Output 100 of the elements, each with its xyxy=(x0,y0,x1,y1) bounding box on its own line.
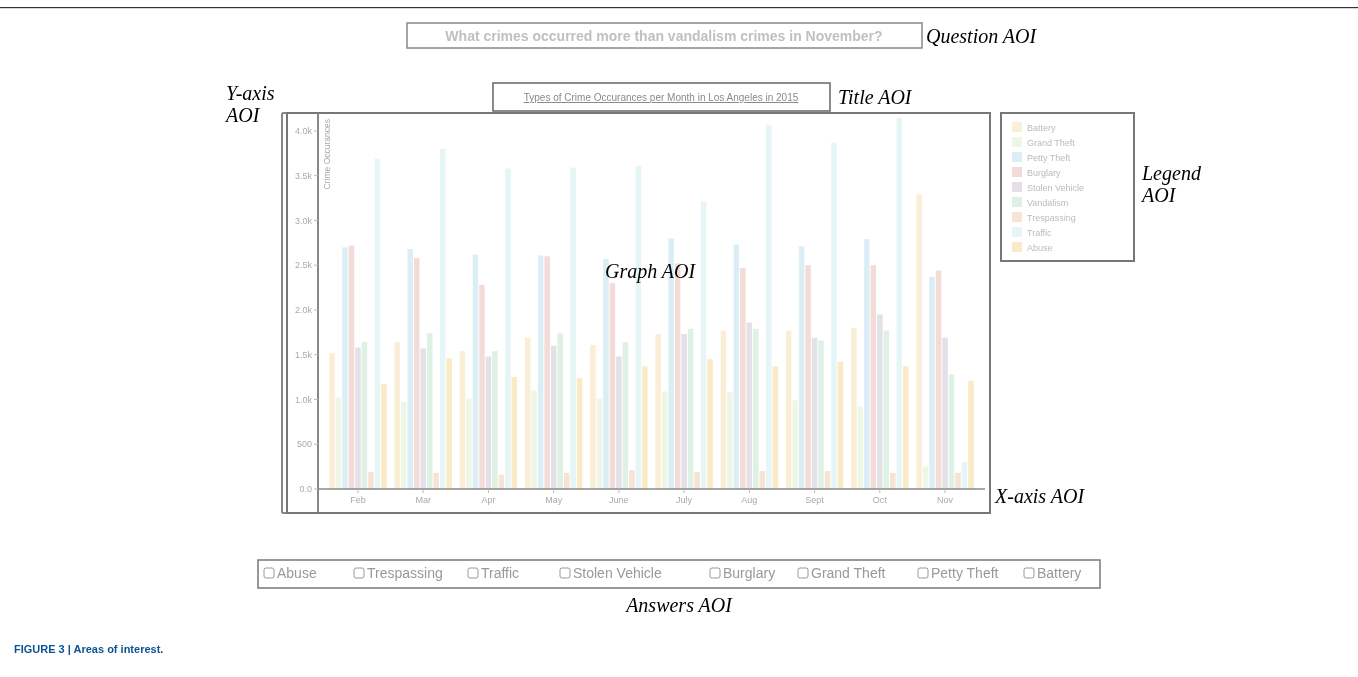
bar xyxy=(877,314,883,489)
bar xyxy=(472,254,479,489)
text: Y-axis AOI xyxy=(224,82,275,126)
bar xyxy=(342,247,348,489)
text: Abuse xyxy=(277,565,317,581)
bar xyxy=(746,322,753,489)
bar xyxy=(459,351,466,489)
x-tick-label: Feb xyxy=(350,495,366,505)
bar xyxy=(557,333,563,489)
bar xyxy=(329,352,335,489)
bar xyxy=(511,377,518,489)
y-tick-label: 500 xyxy=(296,439,312,450)
legend-label: Stolen Vehicle xyxy=(1027,183,1085,193)
text: Legend AOI xyxy=(1140,162,1202,206)
x-tick-label: Oct xyxy=(872,495,888,505)
bar xyxy=(466,398,472,489)
bar xyxy=(590,344,596,489)
text: Grand Theft xyxy=(811,565,886,581)
bar xyxy=(394,342,401,489)
bar xyxy=(851,327,857,489)
text: Title AOI xyxy=(838,86,913,108)
x-tick-label: Aug xyxy=(741,495,758,505)
bar xyxy=(400,402,407,489)
bar xyxy=(727,392,733,489)
bar xyxy=(798,246,805,489)
chart-title: Types of Crime Occurances per Month in Los Angeles in 2015 xyxy=(523,92,799,103)
bar xyxy=(700,201,707,489)
bar xyxy=(368,471,374,489)
bar xyxy=(896,117,903,489)
bar xyxy=(544,256,550,489)
x-tick-label: July xyxy=(676,495,693,505)
x-tick-label: May xyxy=(545,495,563,505)
x-tick-label: June xyxy=(609,495,629,505)
bar xyxy=(407,249,413,489)
bar xyxy=(616,356,622,489)
bar xyxy=(420,348,426,489)
bar xyxy=(485,356,492,489)
bar xyxy=(720,330,727,489)
bar xyxy=(818,340,824,489)
bar xyxy=(537,255,544,489)
bar xyxy=(805,265,811,489)
y-tick-label: 3.0k xyxy=(294,215,313,226)
bar xyxy=(661,391,668,489)
bar xyxy=(681,334,687,489)
x-tick-label: Apr xyxy=(481,495,496,505)
bar xyxy=(864,239,870,489)
y-tick-label: 2.5k xyxy=(294,260,313,271)
bar xyxy=(439,148,446,489)
bar xyxy=(968,380,974,489)
x-tick-label: Mar xyxy=(415,495,431,505)
bar xyxy=(426,333,433,489)
y-tick-label: 2.0k xyxy=(294,305,313,316)
bar xyxy=(870,265,877,489)
y-tick-label: 4.0k xyxy=(294,126,313,137)
y-axis-title: Crime Occurances xyxy=(322,119,332,190)
bar xyxy=(361,342,368,489)
bar xyxy=(492,351,498,489)
bar xyxy=(753,328,759,489)
y-tick-label: 1.5k xyxy=(294,349,313,360)
legend-label: Trespassing xyxy=(1027,213,1076,223)
legend-label: Vandalism xyxy=(1027,198,1069,208)
bar xyxy=(446,358,452,489)
bar xyxy=(772,366,779,489)
text: What crimes occurred more than vandalism crimes in November? xyxy=(445,28,883,44)
bar xyxy=(374,158,381,489)
bar xyxy=(811,337,818,489)
bar xyxy=(550,345,557,489)
text: Answers AOI xyxy=(624,594,734,616)
bar xyxy=(883,330,890,489)
bar xyxy=(642,366,648,489)
bar xyxy=(433,472,439,489)
bar xyxy=(576,377,583,489)
bar xyxy=(531,390,537,489)
text: Question AOI xyxy=(926,25,1038,47)
x-tick-label: Nov xyxy=(937,495,954,505)
bar xyxy=(348,245,355,489)
text: Traffic xyxy=(481,565,520,581)
y-tick-label: 3.5k xyxy=(294,170,313,181)
legend-label: Burglary xyxy=(1027,168,1062,178)
bar xyxy=(929,276,935,489)
text: Petty Theft xyxy=(931,565,999,581)
text: Trespassing xyxy=(367,565,443,581)
bar xyxy=(570,167,576,489)
x-tick-label: Sept xyxy=(805,495,825,505)
bar xyxy=(903,366,909,489)
legend-label: Petty Theft xyxy=(1027,153,1071,163)
bar xyxy=(766,124,772,489)
text: Burglary xyxy=(723,565,776,581)
bar xyxy=(942,337,948,489)
caption: FIGURE 3 | Areas of interest. xyxy=(14,643,164,655)
bar xyxy=(837,361,844,489)
bar xyxy=(629,470,635,489)
bar xyxy=(916,194,922,489)
legend-label: Grand Theft xyxy=(1027,138,1076,148)
bar xyxy=(524,337,531,489)
bar xyxy=(733,244,740,489)
y-tick-label: 1.0k xyxy=(294,394,313,405)
bar xyxy=(655,334,661,489)
bar xyxy=(413,258,420,489)
text: X-axis AOI xyxy=(994,485,1086,507)
